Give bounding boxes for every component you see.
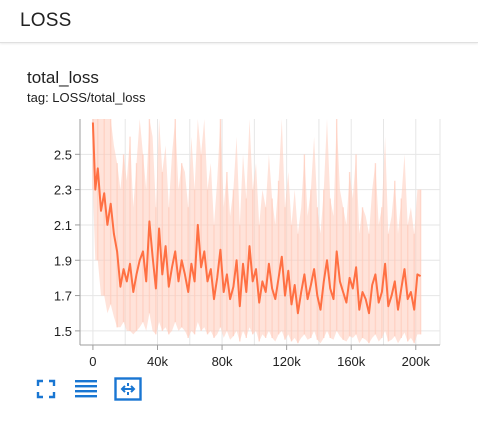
chart-raw-band: [92, 119, 422, 344]
y-tick-label: 2.5: [54, 147, 72, 162]
x-axis-ticks: 0 40k 80k 120k 160k 200k: [89, 345, 430, 369]
expand-corners-icon: [36, 379, 56, 399]
chart-tag: tag: LOSS/total_loss: [27, 90, 146, 105]
series-line: [91, 122, 422, 315]
y-tick-label: 2.1: [54, 218, 72, 233]
x-tick-label: 200k: [402, 354, 431, 369]
x-tick-label: 160k: [337, 354, 366, 369]
list-lines-icon: [75, 380, 97, 398]
section-title: LOSS: [20, 10, 72, 31]
fit-domain-icon: [114, 377, 142, 401]
chart-title: total_loss: [27, 68, 99, 87]
y-tick-label: 1.9: [54, 253, 72, 268]
chart-series-line: [91, 122, 422, 315]
fit-domain-button[interactable]: [114, 377, 142, 401]
y-axis-ticks: 1.5 1.7 1.9 2.1 2.3 2.5: [54, 147, 80, 339]
y-tick-label: 2.3: [54, 183, 72, 198]
x-tick-label: 0: [89, 354, 96, 369]
fit-to-screen-button[interactable]: [34, 377, 58, 401]
raw-value-band: [92, 119, 421, 344]
section-header[interactable]: LOSS: [0, 0, 478, 43]
toggle-data-list-button[interactable]: [74, 377, 98, 401]
y-tick-label: 1.5: [54, 324, 72, 339]
chart-axes: [79, 119, 440, 346]
x-tick-label: 80k: [212, 354, 233, 369]
y-tick-label: 1.7: [54, 289, 72, 304]
x-tick-label: 40k: [147, 354, 168, 369]
x-tick-label: 120k: [273, 354, 302, 369]
